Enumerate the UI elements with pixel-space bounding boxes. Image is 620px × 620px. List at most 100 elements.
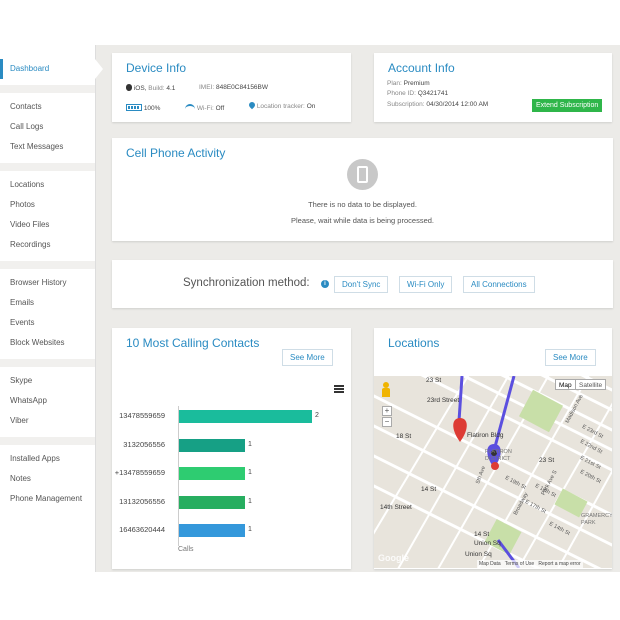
subscription-value: 04/30/2014 12:00 AM bbox=[426, 101, 489, 108]
sidebar-item-locations[interactable]: Locations bbox=[10, 180, 45, 189]
map-label-18st: 18 St bbox=[396, 433, 412, 440]
os-info: iOS, Build: 4.1 bbox=[126, 84, 175, 92]
sidebar-item-phone-management[interactable]: Phone Management bbox=[10, 494, 83, 503]
sidebar-item-whatsapp[interactable]: WhatsApp bbox=[10, 396, 47, 405]
subscription-label: Subscription: bbox=[387, 101, 425, 108]
battery-value: 100% bbox=[143, 105, 161, 112]
all-connections-button[interactable]: All Connections bbox=[463, 276, 535, 293]
sidebar-item-call-logs[interactable]: Call Logs bbox=[10, 122, 44, 131]
wifi-only-button[interactable]: Wi-Fi Only bbox=[399, 276, 453, 293]
activity-title: Cell Phone Activity bbox=[126, 146, 226, 160]
bar-chart-axis-line bbox=[178, 406, 179, 546]
sync-label: Synchronization method: bbox=[183, 277, 310, 289]
sidebar-item-text-messages[interactable]: Text Messages bbox=[10, 142, 64, 151]
map-label-23rd-street: 23rd Street bbox=[427, 397, 460, 404]
map-data-link[interactable]: Map Data bbox=[479, 561, 501, 567]
sidebar-group-dashboard: Dashboard bbox=[0, 45, 103, 93]
report-map-error-link[interactable]: Report a map error bbox=[538, 561, 581, 567]
calling-contacts-title: 10 Most Calling Contacts bbox=[126, 336, 260, 350]
subscription-info: Subscription: 04/30/2014 12:00 AM bbox=[387, 101, 488, 108]
sidebar-item-notes[interactable]: Notes bbox=[10, 474, 31, 483]
map-label-flatiron-district: FLATIRON DISTRICT bbox=[485, 449, 512, 462]
bar-category-label: +13478559659 bbox=[114, 468, 165, 477]
sidebar-item-recordings[interactable]: Recordings bbox=[10, 240, 51, 249]
bar-row: 13132056556 1 bbox=[119, 495, 350, 510]
map-label-flatiron: Flatiron Bldg bbox=[467, 432, 504, 439]
account-info-title: Account Info bbox=[388, 61, 455, 75]
build-label: Build: bbox=[148, 85, 165, 92]
map-label-14st-east: 14 St bbox=[474, 531, 490, 538]
bar-value-label: 1 bbox=[248, 497, 252, 505]
bar-category-label: 13478559659 bbox=[119, 411, 165, 420]
phone-id-value: Q3421741 bbox=[417, 90, 449, 97]
map-label-union-sq: Union Sq bbox=[474, 540, 501, 547]
map-view[interactable]: 23 St 23rd Street 18 St Flatiron Bldg FL… bbox=[374, 376, 612, 568]
sidebar-item-block-websites[interactable]: Block Websites bbox=[10, 338, 65, 347]
bar[interactable] bbox=[178, 410, 312, 423]
bar[interactable] bbox=[178, 524, 245, 537]
imei-value: 848E0C84156BW bbox=[215, 84, 269, 91]
imei-info: IMEI: 848E0C84156BW bbox=[199, 84, 268, 91]
sidebar-item-emails[interactable]: Emails bbox=[10, 298, 35, 307]
bar-value-label: 2 bbox=[315, 412, 319, 419]
map-svg bbox=[374, 376, 612, 568]
sidebar-item-video-files[interactable]: Video Files bbox=[10, 220, 50, 229]
locations-see-more-button[interactable]: See More bbox=[545, 349, 596, 366]
wifi-value: Off bbox=[215, 105, 225, 112]
bar-category-label: 16463620444 bbox=[119, 525, 165, 534]
sidebar-item-contacts[interactable]: Contacts bbox=[10, 102, 42, 111]
os-value: iOS bbox=[133, 85, 145, 92]
wifi-info: Wi-Fi: Off bbox=[185, 104, 224, 112]
no-data-message: There is no data to be displayed. bbox=[308, 200, 417, 209]
terms-of-use-link[interactable]: Terms of Use bbox=[504, 561, 535, 567]
sidebar-item-events[interactable]: Events bbox=[10, 318, 35, 327]
bar[interactable] bbox=[178, 495, 245, 509]
phone-id-info: Phone ID: Q3421741 bbox=[387, 90, 448, 97]
sidebar-item-dashboard[interactable]: Dashboard bbox=[0, 59, 103, 79]
map-label-gramercy: GRAMERCY PARK bbox=[581, 513, 612, 526]
calling-see-more-button[interactable]: See More bbox=[282, 349, 333, 366]
locations-card: Locations See More bbox=[374, 328, 612, 569]
sidebar-item-photos[interactable]: Photos bbox=[10, 200, 35, 209]
chart-axis-label: Calls bbox=[178, 546, 194, 553]
bar-value-label: 1 bbox=[248, 526, 252, 533]
map-type-map-button[interactable]: Map bbox=[555, 379, 576, 390]
plan-label: Plan: bbox=[387, 80, 402, 87]
device-info-card: Device Info iOS, Build: 4.1 IMEI: 848E0C… bbox=[112, 53, 351, 122]
tracker-value: On bbox=[306, 103, 316, 110]
sidebar-item-viber[interactable]: Viber bbox=[10, 416, 29, 425]
map-footer: Map Data Terms of Use Report a map error bbox=[477, 560, 583, 568]
sidebar-group-communications: Contacts Call Logs Text Messages bbox=[0, 93, 95, 171]
map-label-23st: 23 St bbox=[426, 377, 442, 384]
apple-icon bbox=[126, 84, 132, 91]
zoom-in-button[interactable]: + bbox=[382, 406, 392, 416]
device-info-title: Device Info bbox=[126, 61, 187, 75]
bar-category-label: 3132056556 bbox=[123, 439, 165, 449]
sync-card: Synchronization method: i Don't Sync Wi-… bbox=[112, 260, 613, 308]
bar-row: +13478559659 1 bbox=[115, 467, 350, 481]
imei-label: IMEI: bbox=[199, 84, 215, 91]
calling-bar-chart: 13478559659 2 3132056556 1 +13478559659 1 1313… bbox=[115, 406, 350, 546]
bar[interactable] bbox=[178, 467, 245, 480]
zoom-out-button[interactable]: − bbox=[382, 417, 392, 427]
phone-id-label: Phone ID: bbox=[387, 90, 416, 97]
sidebar-group-apps: Installed Apps Notes Phone Management bbox=[0, 445, 95, 515]
info-icon[interactable]: i bbox=[321, 280, 329, 288]
location-pin-icon bbox=[247, 100, 257, 110]
sidebar-item-skype[interactable]: Skype bbox=[10, 376, 33, 385]
sidebar-item-installed-apps[interactable]: Installed Apps bbox=[10, 454, 60, 463]
extend-subscription-button[interactable]: Extend Subscription bbox=[532, 99, 603, 112]
dont-sync-button[interactable]: Don't Sync bbox=[334, 276, 389, 293]
map-google-watermark: Google bbox=[378, 553, 409, 563]
map-label-14st-west: 14 St bbox=[421, 486, 437, 493]
account-info-card: Account Info Plan: Premium Phone ID: Q34… bbox=[374, 53, 612, 122]
sidebar-group-web: Browser History Emails Events Block Webs… bbox=[0, 269, 95, 367]
pegman-icon[interactable] bbox=[382, 382, 390, 398]
map-type-satellite-button[interactable]: Satellite bbox=[575, 379, 607, 390]
chart-menu-icon[interactable] bbox=[334, 385, 344, 393]
sidebar: Dashboard Contacts Call Logs Text Messag… bbox=[0, 45, 103, 572]
bar[interactable] bbox=[178, 438, 245, 452]
bar-value-label: 1 bbox=[248, 469, 252, 476]
battery-info: 100% bbox=[126, 104, 160, 112]
sidebar-item-browser-history[interactable]: Browser History bbox=[10, 278, 67, 287]
